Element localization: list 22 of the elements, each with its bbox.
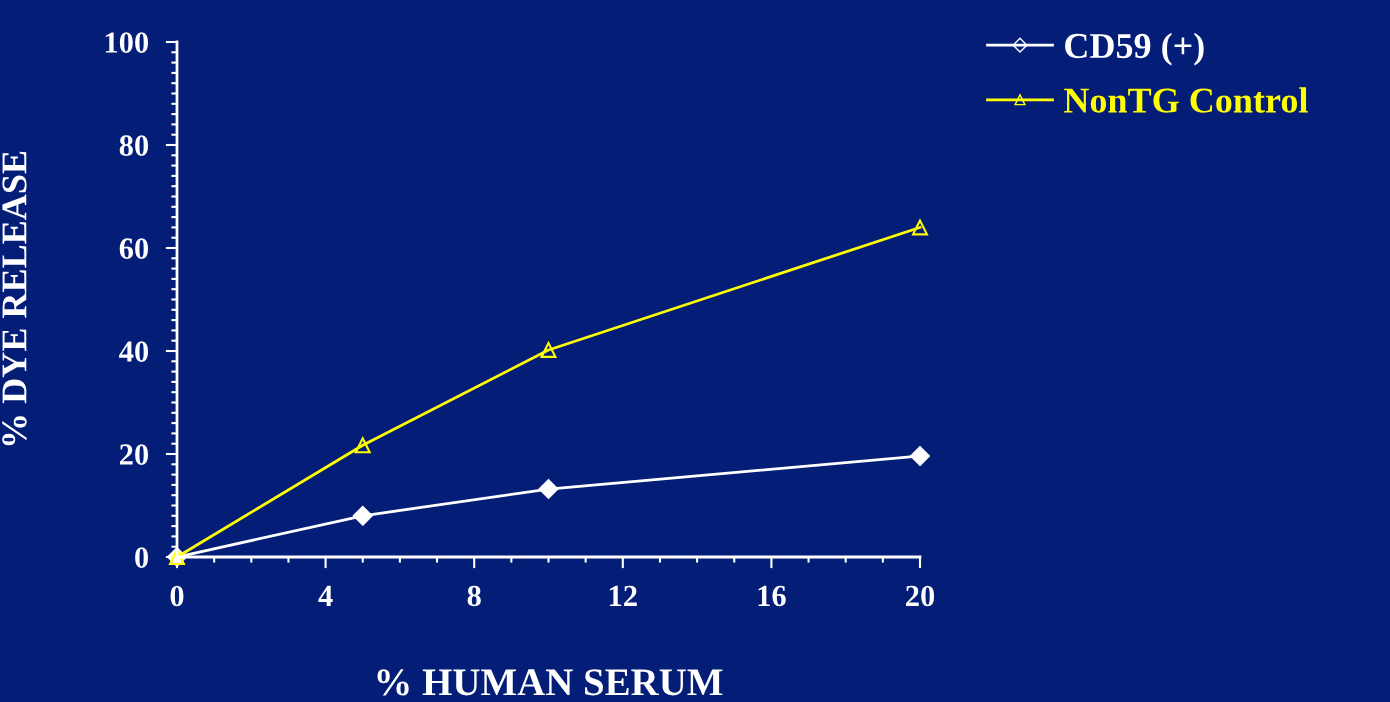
x-tick-label: 8 <box>467 585 481 607</box>
point <box>540 341 557 358</box>
point <box>912 219 928 236</box>
x-tick-label: 4 <box>318 585 333 606</box>
x-tick-label: 16 <box>758 585 786 607</box>
point <box>538 479 559 499</box>
x-tick-label: 0 <box>170 585 184 607</box>
legend-label: NonTG Control <box>1064 87 1308 113</box>
y-axis-title: % DYE RELEASE <box>2 151 27 446</box>
x-axis-title: % HUMAN SERUM <box>377 669 723 696</box>
y-tick-label: 20 <box>119 444 149 465</box>
y-tick-label: 40 <box>119 341 149 362</box>
point <box>354 437 371 454</box>
point <box>910 446 930 466</box>
x-tick-label: 20 <box>906 585 935 607</box>
legend-label: CD59 (+) <box>1065 32 1204 66</box>
y-tick-label: 0 <box>135 547 149 568</box>
x-tick-label: 12 <box>609 585 637 606</box>
y-tick-label: 60 <box>119 238 149 259</box>
point <box>352 505 373 526</box>
y-tick-label: 80 <box>119 135 149 156</box>
y-tick-label: 100 <box>105 32 149 53</box>
